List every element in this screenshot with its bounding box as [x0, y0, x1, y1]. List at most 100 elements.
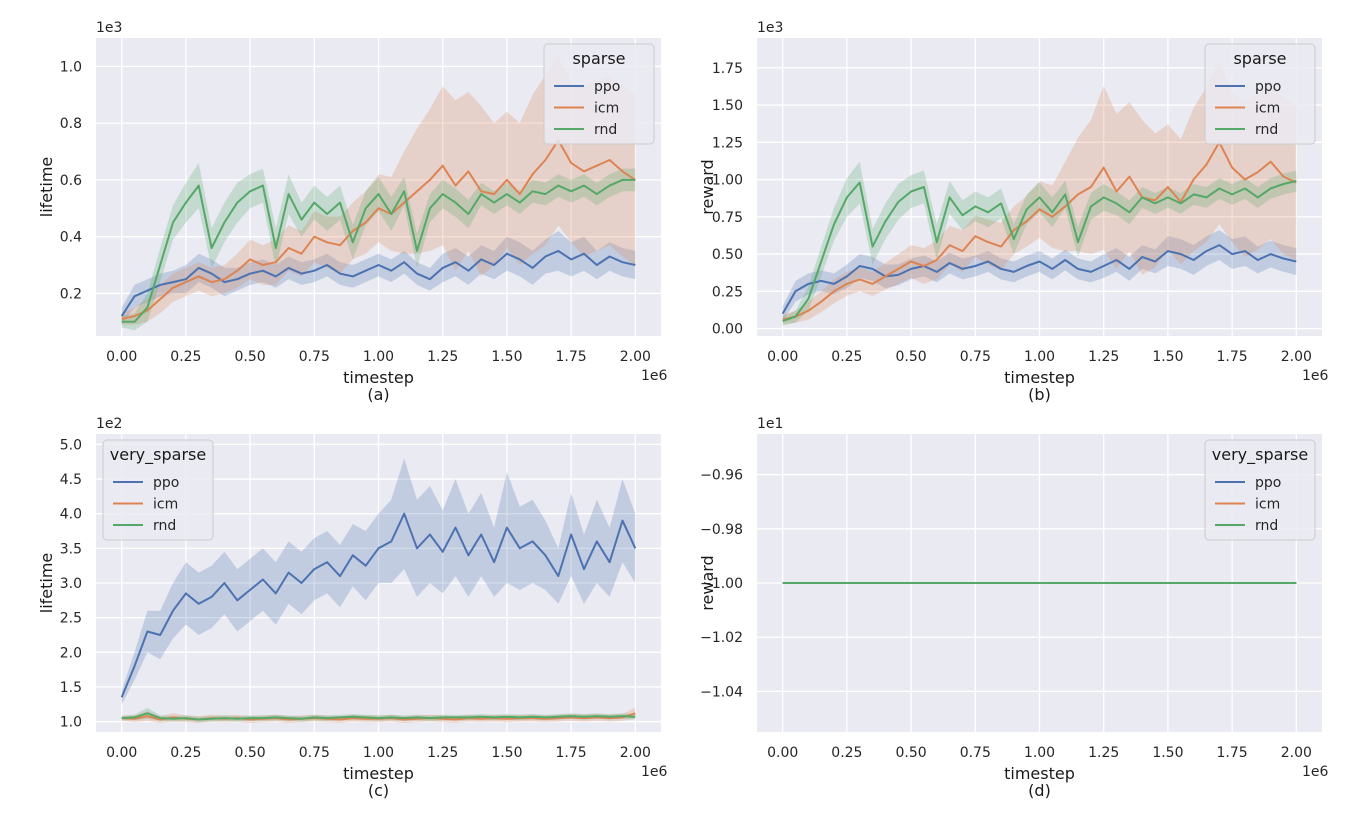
legend-label-ppo: ppo — [1255, 475, 1281, 491]
x-tick-label: 0.00 — [106, 745, 137, 761]
x-multiplier: 1e6 — [641, 764, 668, 780]
legend-label-icm: icm — [594, 101, 619, 117]
y-tick-label: 4.0 — [60, 507, 82, 523]
legend-label-ppo: ppo — [594, 79, 620, 95]
y-tick-label: −1.00 — [700, 576, 743, 592]
legend: sparse ppo icm rnd — [543, 43, 655, 145]
x-tick-label: 1.25 — [427, 349, 458, 365]
x-tick-label: 0.25 — [170, 349, 201, 365]
y-tick-label: 0.6 — [60, 173, 82, 189]
x-tick-label: 1.00 — [1024, 745, 1055, 761]
x-multiplier: 1e6 — [1302, 368, 1329, 384]
legend-label-rnd: rnd — [594, 122, 617, 138]
legend-box — [1204, 439, 1316, 541]
series-line-icm — [121, 139, 636, 320]
x-tick-label: 0.00 — [767, 745, 798, 761]
x-tick-label: 1.50 — [491, 349, 522, 365]
y-tick-label: −1.04 — [700, 684, 743, 700]
y-tick-label: −1.02 — [700, 630, 743, 646]
panel-caption: (a) — [367, 385, 389, 404]
y-tick-label: 1.0 — [60, 715, 82, 731]
x-tick-label: 0.00 — [106, 349, 137, 365]
x-tick-label: 0.25 — [831, 349, 862, 365]
confidence-band-icm — [121, 55, 636, 325]
panel-b: 0.00 0.25 0.50 0.75 1.00 1.25 1.50 1.75 2.00 0.00… — [698, 20, 1329, 404]
y-tick-label: 1.5 — [60, 680, 82, 696]
x-tick-label: 1.75 — [556, 349, 587, 365]
x-tick-label: 1.00 — [363, 745, 394, 761]
x-axis-label: timestep — [343, 368, 414, 387]
confidence-band-rnd — [121, 162, 636, 331]
legend-box — [1204, 43, 1316, 145]
x-tick-label: 0.75 — [299, 745, 330, 761]
y-tick-label: 1.25 — [712, 135, 743, 151]
confidence-band-icm — [782, 60, 1297, 325]
x-tick-label: 0.50 — [235, 745, 266, 761]
y-multiplier: 1e3 — [757, 20, 783, 36]
y-tick-label: −0.96 — [700, 468, 743, 484]
x-tick-label: 1.50 — [1152, 745, 1183, 761]
confidence-band-ppo — [782, 230, 1297, 322]
x-tick-label: 1.00 — [363, 349, 394, 365]
x-tick-label: 2.00 — [620, 349, 651, 365]
x-axis-label: timestep — [1004, 368, 1075, 387]
y-tick-label: 0.00 — [712, 322, 743, 338]
x-tick-label: 0.25 — [170, 745, 201, 761]
x-tick-label: 0.50 — [235, 349, 266, 365]
y-tick-label: 3.5 — [60, 541, 82, 557]
panel-caption: (c) — [368, 781, 389, 800]
legend-label-icm: icm — [1255, 101, 1280, 117]
panel-caption: (d) — [1028, 781, 1051, 800]
y-tick-label: 3.0 — [60, 576, 82, 592]
confidence-band-ppo — [121, 458, 636, 705]
legend-title: sparse — [572, 49, 625, 68]
x-tick-label: 1.75 — [556, 745, 587, 761]
series-group — [120, 55, 636, 331]
x-tick-label: 0.00 — [767, 349, 798, 365]
x-tick-label: 2.00 — [1281, 349, 1312, 365]
x-tick-label: 1.50 — [1152, 349, 1183, 365]
series-line-icm — [782, 141, 1297, 321]
y-axis-label: lifetime — [37, 553, 56, 614]
y-tick-label: −0.98 — [700, 522, 743, 538]
x-tick-label: 1.00 — [1024, 349, 1055, 365]
x-axis-label: timestep — [343, 764, 414, 783]
x-tick-label: 2.00 — [620, 745, 651, 761]
legend-box — [543, 43, 655, 145]
x-tick-label: 0.75 — [299, 349, 330, 365]
y-tick-label: 4.5 — [60, 472, 82, 488]
panel-d: 0.00 0.25 0.50 0.75 1.00 1.25 1.50 1.75 2.00 −1.0… — [698, 416, 1329, 800]
x-tick-label: 1.25 — [427, 745, 458, 761]
legend-label-rnd: rnd — [1255, 122, 1278, 138]
legend-title: very_sparse — [110, 445, 206, 465]
x-tick-label: 1.75 — [1217, 349, 1248, 365]
x-tick-label: 0.50 — [896, 349, 927, 365]
y-tick-label: 1.0 — [60, 59, 82, 75]
legend-label-rnd: rnd — [153, 518, 176, 534]
y-tick-label: 0.8 — [60, 116, 82, 132]
x-multiplier: 1e6 — [641, 368, 668, 384]
x-tick-label: 1.75 — [1217, 745, 1248, 761]
y-tick-label: 0.75 — [712, 210, 743, 226]
series-line-ppo — [781, 244, 1297, 315]
series-group — [120, 458, 637, 723]
x-tick-label: 0.75 — [960, 349, 991, 365]
x-tick-label: 0.25 — [831, 745, 862, 761]
y-axis-label: reward — [698, 159, 717, 214]
y-tick-label: 1.75 — [712, 61, 743, 77]
x-tick-label: 1.25 — [1088, 745, 1119, 761]
series-line-rnd — [121, 712, 636, 721]
y-axis-label: lifetime — [37, 157, 56, 218]
series-line-rnd — [782, 180, 1297, 323]
panel-a: 0.00 0.25 0.50 0.75 1.00 1.25 1.50 1.75 2.00 0.2 0… — [37, 20, 668, 404]
series-line-rnd — [121, 178, 636, 323]
legend-label-ppo: ppo — [153, 475, 179, 491]
confidence-band-rnd — [782, 161, 1297, 326]
x-tick-label: 2.00 — [1281, 745, 1312, 761]
y-tick-label: 0.4 — [60, 230, 82, 246]
legend-label-rnd: rnd — [1255, 518, 1278, 534]
legend-label-ppo: ppo — [1255, 79, 1281, 95]
series-group — [781, 60, 1297, 326]
